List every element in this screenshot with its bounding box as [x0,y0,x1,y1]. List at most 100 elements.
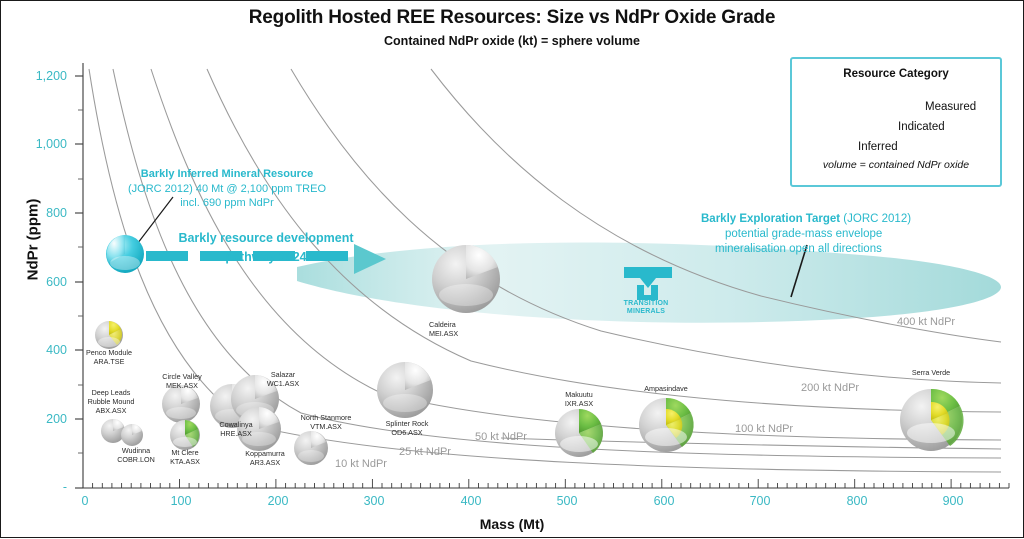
y-tick-200: 200 [46,412,67,426]
sphere-label-salazar: Salazar WC1.ASX [241,370,325,389]
sphere-label-ticker: COBR.LON [117,454,155,464]
sphere-label-serra-verde: Serra Verde [893,368,969,378]
sphere-label-ticker: OD6.ASX [391,427,423,437]
sphere-label-ticker: KTA.ASX [170,456,200,466]
sphere-label-splinter-rock: Splinter Rock OD6.ASX [361,419,453,438]
legend-label-inferred: Inferred [858,141,898,153]
annotation-pathway-line-2: pathway 2024 [225,250,307,265]
sphere-ampasindave[interactable] [639,397,694,452]
sphere-penco-module[interactable] [95,321,123,349]
sphere-label-makuutu: Makuutu IXR.ASX [539,390,619,409]
sphere-circle-valley[interactable] [162,385,200,423]
x-tick-100: 100 [170,494,192,508]
y-axis-ticks [75,75,83,489]
logo-line-1: TRANSITION [623,300,669,307]
sphere-label-cowalinya: Cowalinya HRE.ASX [194,420,278,439]
sphere-label-name: North Stanmore [300,413,352,422]
sphere-serra-verde[interactable] [900,388,964,451]
sphere-label-name: Ampasindave [644,384,688,393]
sphere-label-name: Mt Clere [171,448,199,457]
transition-minerals-logo-text: TRANSITION MINERALS [601,300,691,316]
y-tick-400: 400 [46,343,67,357]
iso-curve-label-400kt: 400 kt NdPr [897,316,956,328]
y-axis-label: NdPr (ppm) [24,198,42,281]
sphere-north-stanmore[interactable] [294,431,328,465]
sphere-label-name: Koppamurra [245,449,285,458]
sphere-label-ticker: MEI.ASX [429,328,459,338]
legend-panel: Resource Category Measured Indicated Inf… [790,57,1002,187]
annotation-line-2: (JORC 2012) 40 Mt @ 2,100 ppm TREO [127,182,327,195]
legend-footnote: volume = contained NdPr oxide [822,159,970,171]
annotation-line-1: Barkly Inferred Mineral Resource [140,168,314,180]
sphere-label-ticker: AR3.ASX [249,457,281,467]
sphere-label-ticker: ABX.ASX [95,405,127,415]
sphere-label-north-stanmore: North Stanmore VTM.ASX [275,413,377,432]
sphere-label-name: Salazar [270,370,296,379]
sphere-label-mt-clere: Mt Clere KTA.ASX [143,448,227,467]
sphere-splinter-rock[interactable] [377,362,433,418]
sphere-label-deep-leads-rubble-mound: Deep Leads Rubble Mound ABX.ASX [63,388,159,415]
x-tick-400: 400 [460,494,482,508]
sphere-label-ticker: IXR.ASX [564,398,594,408]
chart-subtitle: Contained NdPr oxide (kt) = sphere volum… [384,34,640,48]
sphere-label-circle-valley: Circle Valley MEK.ASX [139,372,225,391]
sphere-label-koppamurra: Koppamurra AR3.ASX [219,449,311,468]
sphere-koppamurra[interactable] [237,407,281,451]
iso-curves [88,68,1002,473]
sphere-label-name-line1: Deep Leads [91,388,131,397]
x-tick-500: 500 [556,494,578,508]
logo-line-2: MINERALS [626,308,666,316]
x-axis-ticks [82,479,1010,488]
annotation-barkly-resource: Barkly Inferred Mineral Resource (JORC 2… [97,167,357,211]
x-tick-300: 300 [363,494,385,508]
y-tick-600: 600 [46,275,67,289]
legend-label-indicated: Indicated [898,121,945,133]
y-tick-800: 800 [46,206,67,220]
sphere-label-name: Caldeira [429,320,456,329]
sphere-makuutu[interactable] [555,409,603,457]
sphere-label-ticker: HRE.ASX [220,428,252,438]
legend-label-measured: Measured [925,101,977,113]
annotation-explore-line-1: Barkly Exploration Target (JORC 2012) [701,212,1001,227]
sphere-label-caldeira: Caldeira MEI.ASX [429,320,505,339]
iso-curve-label-100kt: 100 kt NdPr [735,423,794,435]
annotation-line-3: incl. 690 ppm NdPr [180,197,274,210]
sphere-barkly[interactable] [106,235,144,273]
iso-curve-label-50kt: 50 kt NdPr [475,431,527,443]
annotation-pathway: Barkly resource development pathway 2024 [151,229,381,268]
x-axis-label: Mass (Mt) [479,516,545,532]
y-axis-minor-ticks [78,109,83,454]
callout-leader-exploration [790,244,808,298]
sphere-deep-leads-rubble-mound[interactable] [101,419,125,443]
pathway-arrow [146,244,386,274]
legend-title: Resource Category [843,68,949,80]
x-tick-200: 200 [267,494,289,508]
x-tick-700: 700 [749,494,771,508]
sphere-label-ampasindave: Ampasindave [626,384,706,394]
sphere-wudinna[interactable] [121,424,143,446]
annotation-pathway-line-1: Barkly resource development [178,231,354,245]
y-tick-1000: 1,000 [35,137,67,151]
annotation-exploration-target: Barkly Exploration Target (JORC 2012) po… [701,212,1001,258]
transition-minerals-logo-icon [624,267,672,300]
annotation-explore-line-2: potential grade-mass envelope [725,228,883,241]
x-tick-0: 0 [81,494,89,508]
sphere-label-name: Wudinna [121,446,151,455]
sphere-label-ticker: ARA.TSE [93,356,125,366]
sphere-label-name: Penco Module [86,348,132,357]
iso-curve-label-25kt: 25 kt NdPr [399,446,451,458]
x-tick-900: 900 [942,494,964,508]
sphere-label-ticker: WC1.ASX [266,378,300,388]
sphere-label-name: Cowalinya [219,420,253,429]
sphere-caldeira[interactable] [432,244,500,313]
sphere-label-name-line2: Rubble Mound [87,396,135,406]
x-tick-600: 600 [653,494,675,508]
sphere-mt-clere[interactable] [170,420,200,450]
sphere-label-name: Makuutu [565,390,593,399]
sphere-label-wudinna: Wudinna COBR.LON [93,446,179,465]
x-tick-800: 800 [846,494,868,508]
sphere-label-ticker: VTM.ASX [310,421,342,431]
sphere-label-name: Serra Verde [911,368,951,377]
